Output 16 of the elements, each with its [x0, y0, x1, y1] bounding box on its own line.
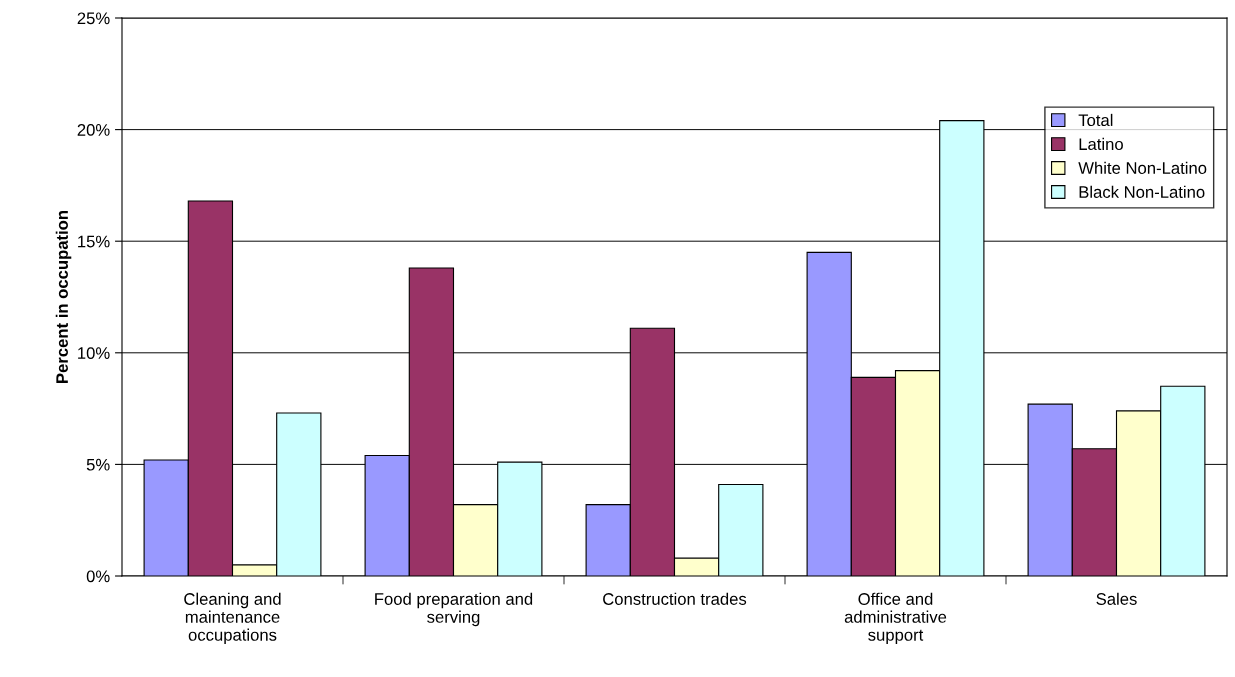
legend-label: Total: [1078, 113, 1113, 127]
y-tick-label: 5%: [86, 458, 110, 471]
y-tick-label: 25%: [77, 12, 110, 25]
x-tick-label: Food preparation and serving: [375, 592, 533, 627]
legend-label: White Non-Latino: [1078, 161, 1207, 174]
x-tick-label: Cleaning and maintenance occupations: [184, 592, 281, 645]
y-axis-title: Percent in occupation: [55, 210, 72, 383]
x-tick-label: Office and administrative support: [844, 592, 947, 645]
y-tick-label: 10%: [78, 347, 110, 359]
x-tick-label: Sales: [1096, 592, 1137, 605]
legend-label: Latino: [1079, 137, 1123, 151]
legend-label: Black Non-Latino: [1079, 185, 1205, 198]
y-tick-label: 15%: [78, 235, 110, 248]
x-tick-label: Construction trades: [603, 592, 747, 605]
y-tick-label: 20%: [77, 124, 110, 136]
y-tick-label: 0%: [86, 570, 110, 583]
